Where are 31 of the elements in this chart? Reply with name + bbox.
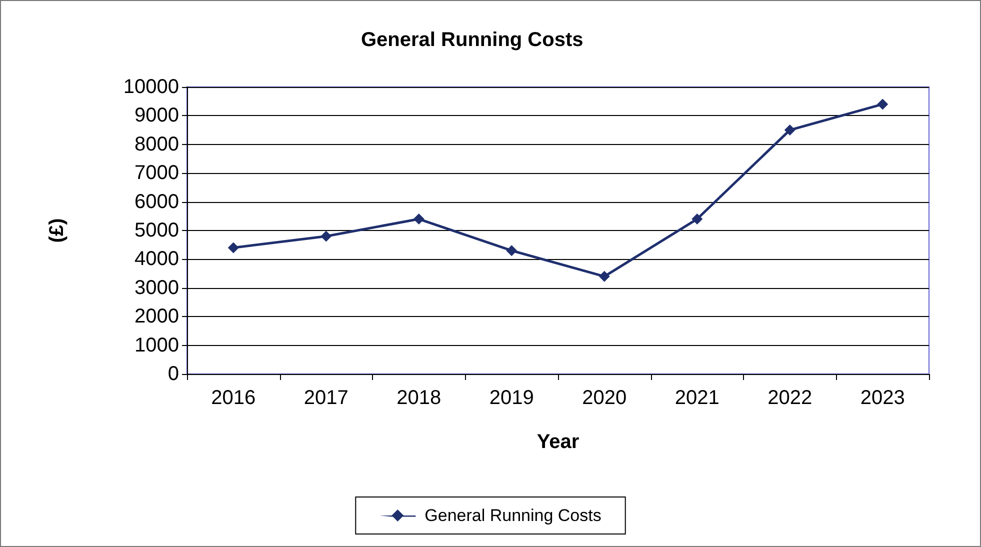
y-axis-title: (£)	[46, 218, 68, 243]
y-tick-label: 10000	[123, 76, 179, 98]
y-tick-label: 8000	[134, 133, 179, 156]
y-tick-label: 3000	[134, 276, 179, 299]
point	[228, 242, 239, 254]
point	[598, 270, 610, 282]
y-tick-label: 0	[168, 363, 179, 385]
point	[506, 245, 518, 256]
point	[784, 124, 796, 136]
x-tick-label: 2021	[674, 387, 720, 409]
x-axis-title: Year	[536, 431, 580, 453]
y-tick-label: 2000	[134, 306, 179, 328]
point	[692, 214, 703, 225]
x-tick-label: 2018	[396, 387, 442, 409]
x-tick-label: 2023	[860, 387, 905, 409]
y-tick-label: 9000	[134, 104, 179, 127]
chart-title: General Running Costs	[361, 29, 584, 51]
x-tick-label: 2022	[768, 387, 812, 409]
y-tick-label: 6000	[134, 190, 179, 213]
y-tick-label: 4000	[134, 248, 179, 270]
point	[413, 214, 424, 225]
point	[320, 230, 332, 242]
x-tick-label: 2020	[582, 387, 627, 409]
x-tick-label: 2019	[489, 387, 534, 409]
y-tick-label: 5000	[134, 220, 179, 242]
x-tick-label: 2017	[304, 387, 348, 409]
legend-label: General Running Costs	[424, 506, 602, 525]
y-tick-label: 1000	[134, 334, 179, 356]
x-tick-label: 2016	[211, 387, 256, 409]
point	[877, 98, 888, 110]
y-tick-label: 7000	[134, 162, 179, 184]
